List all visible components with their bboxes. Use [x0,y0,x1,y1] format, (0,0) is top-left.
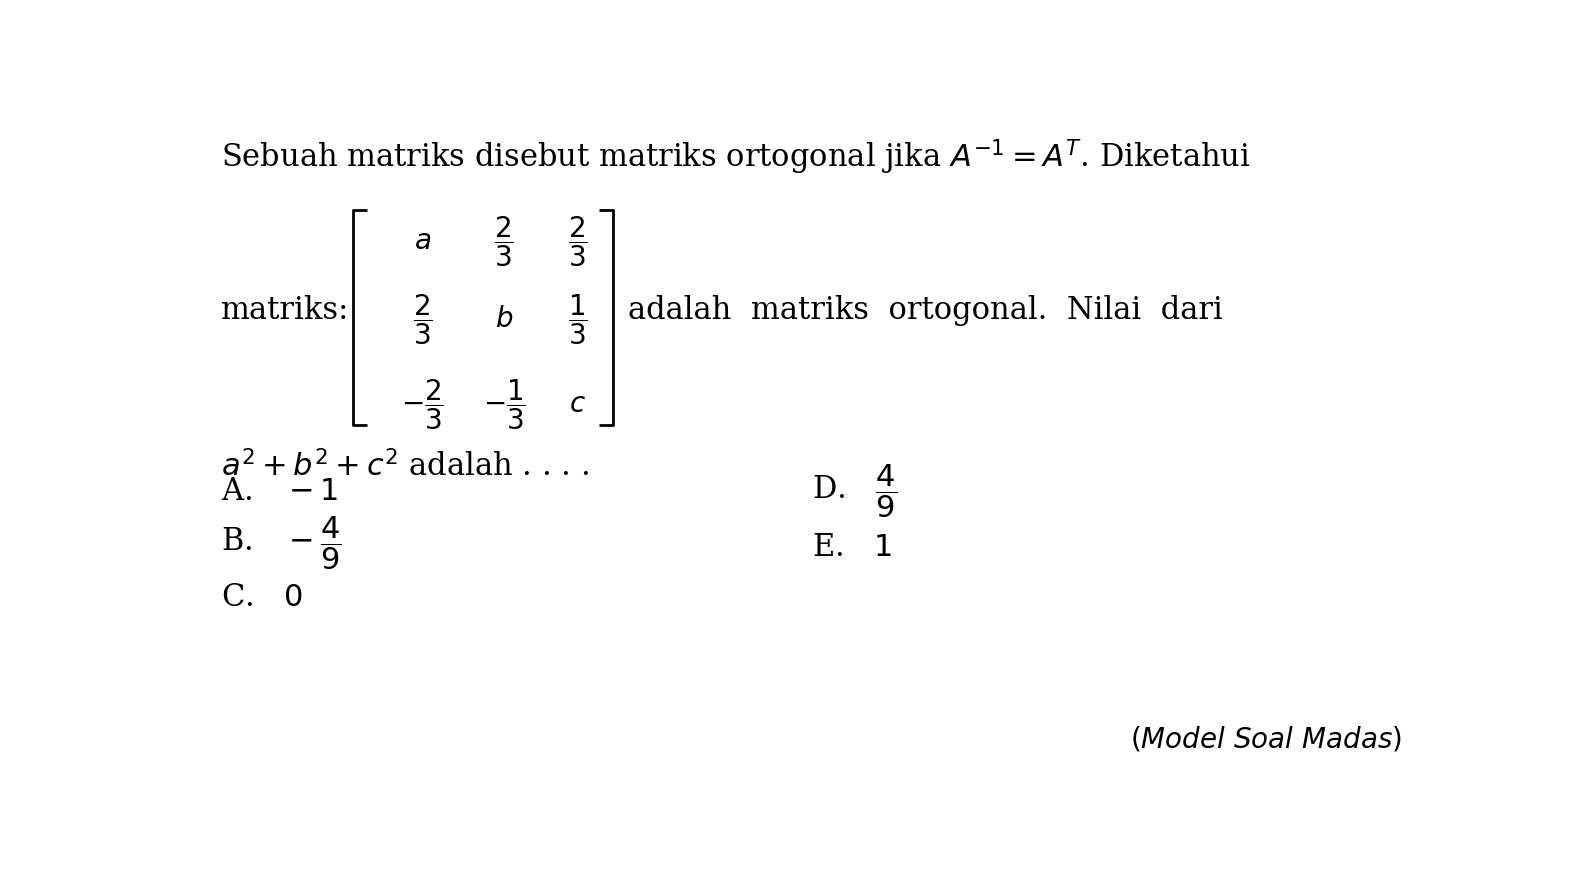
Text: matriks:: matriks: [222,295,350,326]
Text: $-\dfrac{1}{3}$: $-\dfrac{1}{3}$ [483,377,526,432]
Text: $a$: $a$ [413,228,431,255]
Text: $\dfrac{2}{3}$: $\dfrac{2}{3}$ [494,214,513,268]
Text: C.$\quad 0$: C.$\quad 0$ [222,581,304,612]
Text: D.$\quad \dfrac{4}{9}$: D.$\quad \dfrac{4}{9}$ [813,463,897,520]
Text: $\dfrac{2}{3}$: $\dfrac{2}{3}$ [569,214,588,268]
Text: Sebuah matriks disebut matriks ortogonal jika $A^{-1}=A^{T}$. Diketahui: Sebuah matriks disebut matriks ortogonal… [222,138,1251,177]
Text: adalah  matriks  ortogonal.  Nilai  dari: adalah matriks ortogonal. Nilai dari [629,295,1223,326]
Text: E.$\quad 1$: E.$\quad 1$ [813,532,892,563]
Text: $-\dfrac{2}{3}$: $-\dfrac{2}{3}$ [401,377,444,432]
Text: $a^2 + b^2 + c^2$ adalah . . . .: $a^2 + b^2 + c^2$ adalah . . . . [222,451,589,483]
Text: A.$\quad -1$: A.$\quad -1$ [222,476,339,507]
Text: $\dfrac{2}{3}$: $\dfrac{2}{3}$ [413,292,432,347]
Text: $b$: $b$ [494,307,513,333]
Text: $\dfrac{1}{3}$: $\dfrac{1}{3}$ [569,292,588,347]
Text: $(\mathit{Model\ Soal\ Madas})$: $(\mathit{Model\ Soal\ Madas})$ [1131,724,1402,754]
Text: $c$: $c$ [569,391,586,418]
Text: B.$\quad -\dfrac{4}{9}$: B.$\quad -\dfrac{4}{9}$ [222,514,342,572]
